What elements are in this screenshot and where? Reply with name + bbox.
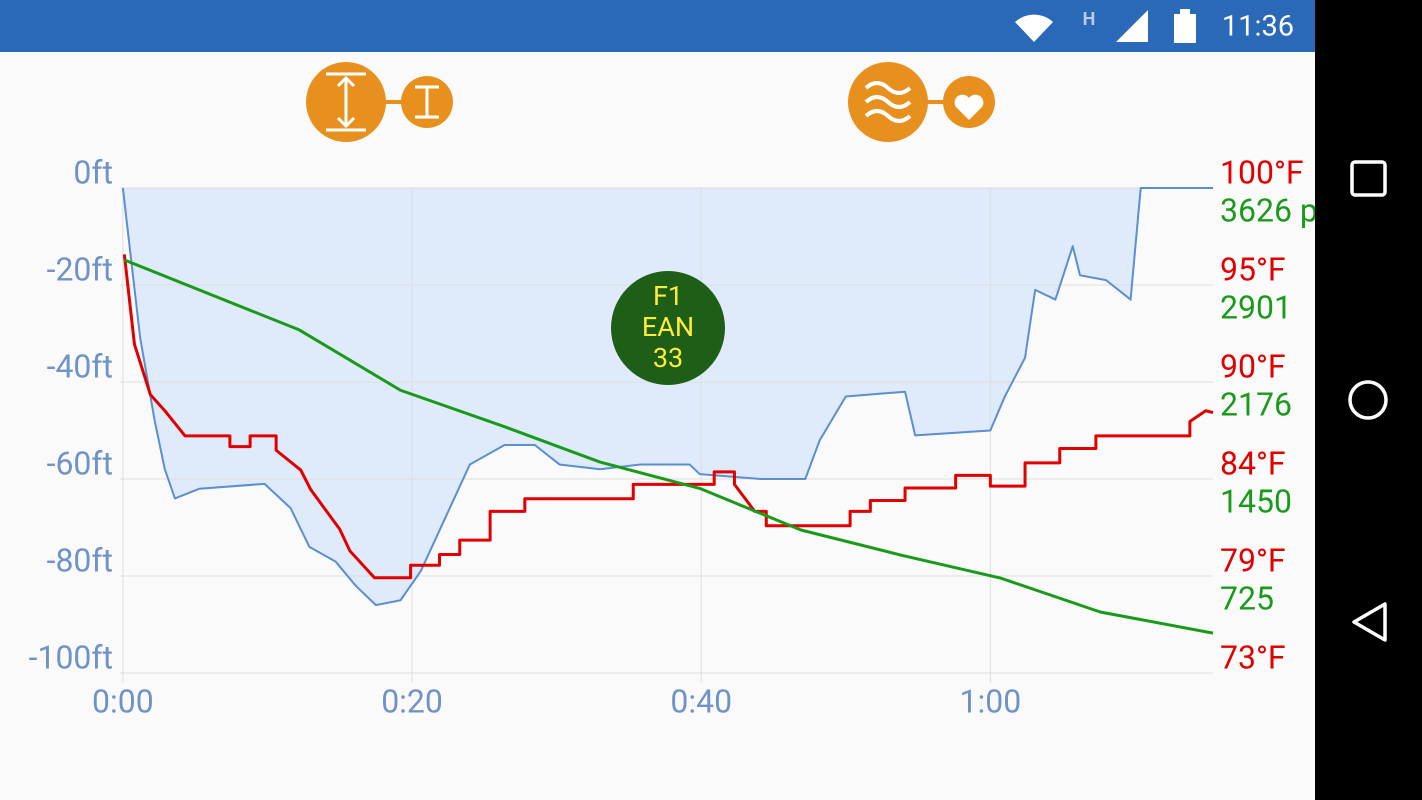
depth-toggle[interactable]	[306, 62, 453, 142]
y-tick-label: -100ft	[29, 638, 113, 676]
y2-tick-label: 79°F	[1220, 541, 1286, 579]
y2-tick-label: 90°F	[1220, 347, 1286, 385]
plot: 0ft -20ft -40ft -60ft -80ft -100ft 100°F 95°F 90…	[29, 153, 1343, 720]
nav-bar	[1315, 0, 1422, 800]
battery-icon	[1174, 14, 1196, 43]
x-tick-label: 1:00	[960, 682, 1022, 720]
clock: 11:36	[1222, 10, 1294, 44]
network-type: H	[1083, 9, 1096, 30]
y-tick-label: 0ft	[73, 153, 113, 191]
x-tick-label: 0:00	[92, 682, 154, 720]
signal-icon	[1116, 10, 1148, 42]
battery-cap	[1180, 9, 1190, 15]
gas-label: F1	[653, 280, 683, 312]
y2-tick-label: 84°F	[1220, 444, 1286, 482]
y2-tick-label: 100°F	[1220, 153, 1304, 191]
y-tick-label: -40ft	[47, 347, 113, 385]
pressure-line	[123, 258, 1214, 635]
x-tick-label: 0:20	[381, 682, 443, 720]
gas-label: EAN	[642, 311, 694, 343]
y3-tick-label: 2176	[1220, 385, 1292, 423]
x-tick-label: 0:40	[670, 682, 732, 720]
sensor-toggle[interactable]	[848, 62, 995, 142]
temperature-line	[122, 254, 1214, 580]
depth-line	[121, 187, 1213, 607]
recents-button[interactable]	[1350, 160, 1387, 197]
y3-tick-label: 2901	[1220, 288, 1292, 326]
gas-label: 33	[653, 342, 683, 374]
gas-badge[interactable]: F1 EAN 33	[611, 271, 725, 385]
status-bar	[0, 0, 1315, 52]
y2-tick-label: 73°F	[1220, 638, 1286, 676]
y-tick-label: -80ft	[47, 541, 113, 579]
y-tick-label: -60ft	[47, 444, 113, 482]
y3-tick-label: 1450	[1220, 483, 1292, 521]
y2-tick-label: 95°F	[1220, 250, 1286, 288]
wifi-icon	[1015, 14, 1053, 42]
back-button[interactable]	[1352, 602, 1387, 642]
y3-tick-label: 725	[1220, 579, 1274, 617]
y-tick-label: -20ft	[47, 250, 113, 288]
home-button[interactable]	[1348, 380, 1388, 420]
depth-area	[122, 188, 1214, 606]
